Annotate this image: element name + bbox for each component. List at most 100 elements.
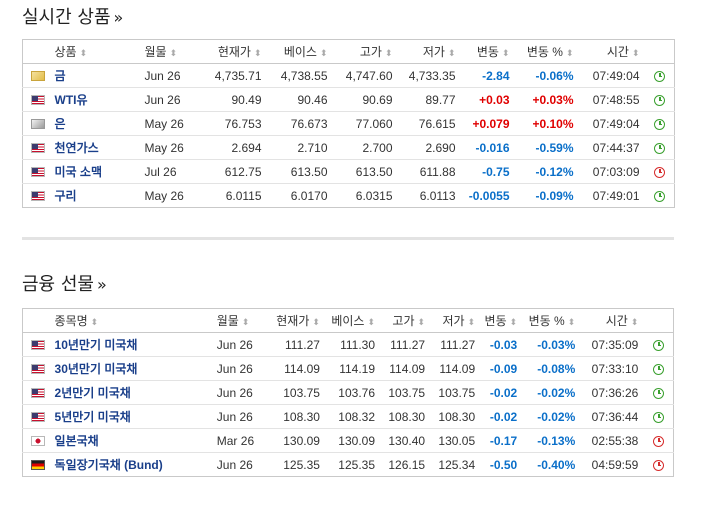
sort-chg-pct-header[interactable]: 변동 % ⬍ — [515, 39, 580, 64]
sort-chg-header[interactable]: 변동 ⬍ — [461, 39, 516, 64]
sort-chg-pct-header[interactable]: 변동 % ⬍ — [523, 308, 582, 333]
change-cell: -0.50 — [489, 457, 518, 472]
instrument-link[interactable]: 일본국채 — [54, 434, 99, 448]
sort-name-header[interactable]: 상품 ⬍ — [52, 39, 143, 64]
change-cell: -0.0055 — [468, 188, 510, 203]
last-cell: 125.35 — [283, 457, 320, 472]
table-row[interactable]: WTI유 Jun 26 90.49 90.46 90.69 89.77 +0.03 +0.03… — [22, 87, 675, 112]
table-row[interactable]: 천연가스 May 26 2.694 2.710 2.700 2.690 -0.016 -0.5… — [22, 135, 675, 160]
market-open-clock-icon — [654, 190, 666, 202]
sort-name-header[interactable]: 종목명 ⬍ — [52, 308, 215, 333]
table-row[interactable]: 미국 소맥 Jul 26 612.75 613.50 613.50 611.88 -0.75… — [22, 159, 675, 184]
name-cell[interactable]: 미국 소맥 — [52, 159, 143, 184]
table-row[interactable]: 5년만기 미국채 Jun 26 108.30 108.32 108.30 108.30 -0… — [22, 404, 674, 429]
sort-icon: ⬍ — [384, 48, 393, 58]
change-cell: +0.03 — [461, 87, 516, 112]
change-cell: -0.09 — [481, 356, 524, 381]
sort-month-header[interactable]: 월물 ⬍ — [142, 39, 198, 64]
us-flag-icon — [30, 364, 45, 375]
high-cell: 103.75 — [381, 380, 432, 405]
table-row[interactable]: 일본국채 Mar 26 130.09 130.09 130.40 130.05 -0.17-… — [22, 428, 674, 453]
change-cell: -0.75 — [461, 159, 516, 184]
sort-low-header[interactable]: 저가 ⬍ — [398, 39, 462, 64]
instrument-link[interactable]: 2년만기 미국채 — [54, 386, 131, 400]
high-cell: 6.0315 — [355, 188, 393, 203]
month-cell: Jun 26 — [216, 457, 253, 472]
base-cell: 6.0170 — [290, 188, 328, 203]
sort-base-header[interactable]: 베이스 ⬍ — [267, 39, 334, 64]
instrument-link[interactable]: 10년만기 미국채 — [54, 338, 138, 352]
silver-icon — [30, 119, 45, 130]
high-cell: 613.50 — [333, 159, 399, 184]
high-cell: 2.700 — [333, 135, 399, 160]
sort-time-header[interactable]: 시간 ⬍ — [581, 308, 645, 333]
instrument-link[interactable]: 30년만기 미국채 — [54, 362, 138, 376]
flag-cell — [22, 428, 53, 453]
table-row[interactable]: 10년만기 미국채 Jun 26 111.27 111.30 111.27 111.27-… — [22, 332, 674, 357]
name-cell[interactable]: 구리 — [53, 184, 143, 208]
month-cell: Jun 26 — [142, 63, 198, 88]
sort-last-header[interactable]: 현재가 ⬍ — [197, 39, 268, 64]
last-cell: 130.09 — [271, 428, 326, 453]
change-pct-cell: +0.03% — [515, 87, 580, 112]
name-cell[interactable]: WTI유 — [52, 87, 143, 112]
sort-icon: ⬍ — [565, 48, 574, 58]
instrument-link[interactable]: WTI유 — [54, 93, 88, 107]
flag-cell — [22, 135, 53, 160]
instrument-link[interactable]: 금 — [54, 69, 66, 83]
name-cell[interactable]: 은 — [52, 111, 143, 136]
sort-last-header[interactable]: 현재가 ⬍ — [271, 308, 326, 333]
name-cell[interactable]: 2년만기 미국채 — [52, 380, 215, 405]
sort-icon: ⬍ — [631, 48, 640, 58]
table-row[interactable]: 30년만기 미국채 Jun 26 114.09 114.19 114.09 114.09-… — [22, 356, 674, 381]
table-row[interactable]: 독일장기국채 (Bund) Jun 26 125.35 125.35 126.15 125… — [23, 453, 674, 477]
name-cell[interactable]: 30년만기 미국채 — [52, 356, 215, 381]
commodities-title[interactable]: 실시간 상품» — [22, 3, 123, 29]
name-cell[interactable]: 5년만기 미국채 — [52, 404, 215, 429]
low-cell: 111.27 — [431, 332, 482, 357]
sort-icon: ⬍ — [319, 48, 328, 58]
time-cell: 07:33:10 — [581, 356, 645, 381]
instrument-link[interactable]: 5년만기 미국채 — [54, 410, 131, 424]
name-cell[interactable]: 천연가스 — [52, 135, 143, 160]
sort-time-header[interactable]: 시간 ⬍ — [579, 39, 646, 64]
table-row[interactable]: 은 May 26 76.753 76.673 77.060 76.615 +0.079 +0.… — [22, 111, 675, 136]
table-row[interactable]: 금 Jun 26 4,735.71 4,738.55 4,747.60 4,733.35-… — [22, 63, 675, 88]
high-cell: 111.27 — [381, 332, 432, 357]
month-cell: May 26 — [144, 188, 184, 203]
name-cell[interactable]: 독일장기국채 (Bund) — [53, 453, 215, 477]
germany-flag-icon — [30, 460, 45, 471]
sort-base-header[interactable]: 베이스 ⬍ — [325, 308, 381, 333]
name-cell[interactable]: 10년만기 미국채 — [52, 332, 215, 357]
instrument-link[interactable]: 미국 소맥 — [54, 165, 103, 179]
instrument-link[interactable]: 구리 — [54, 189, 77, 203]
instrument-link[interactable]: 은 — [54, 117, 66, 131]
low-cell: 6.0113 — [419, 188, 456, 203]
us-flag-icon — [30, 388, 45, 399]
market-open-clock-icon — [654, 94, 666, 106]
market-open-clock-icon — [653, 387, 665, 399]
market-closed-clock-icon — [653, 435, 665, 447]
sort-high-header[interactable]: 고가 ⬍ — [333, 39, 399, 64]
sort-chg-header[interactable]: 변동 ⬍ — [481, 308, 524, 333]
sort-low-header[interactable]: 저가 ⬍ — [431, 308, 482, 333]
sort-high-header[interactable]: 고가 ⬍ — [381, 308, 432, 333]
name-cell[interactable]: 금 — [52, 63, 143, 88]
name-cell[interactable]: 일본국채 — [52, 428, 215, 453]
base-cell: 103.76 — [325, 380, 381, 405]
last-cell: 612.75 — [197, 159, 268, 184]
instrument-link[interactable]: 독일장기국채 (Bund) — [54, 458, 163, 472]
table-row[interactable]: 구리 May 26 6.0115 6.0170 6.0315 6.0113 -0.0055 -… — [23, 184, 675, 208]
sort-icon: ⬍ — [312, 317, 320, 327]
market-open-clock-icon — [653, 363, 665, 375]
bonds-title[interactable]: 금융 선물» — [22, 270, 107, 296]
market-open-clock-icon — [654, 142, 666, 154]
instrument-link[interactable]: 천연가스 — [54, 141, 99, 155]
table-row[interactable]: 2년만기 미국채 Jun 26 103.75 103.76 103.75 103.75 -0… — [22, 380, 674, 405]
sort-month-header[interactable]: 월물 ⬍ — [214, 308, 272, 333]
sort-icon: ⬍ — [79, 48, 88, 58]
month-cell: Jun 26 — [214, 332, 272, 357]
low-cell: 611.88 — [398, 159, 462, 184]
flag-cell — [23, 453, 53, 477]
japan-flag-icon — [30, 436, 45, 447]
